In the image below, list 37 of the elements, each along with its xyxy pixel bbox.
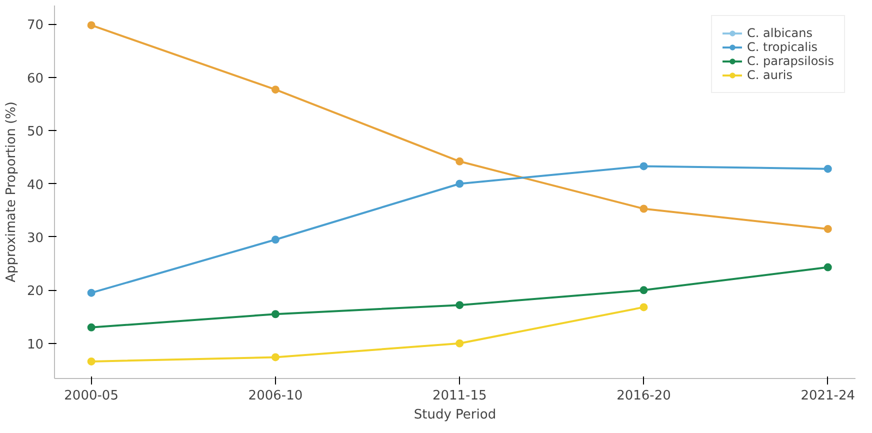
point [456, 180, 464, 188]
point [271, 86, 280, 94]
y-tick-label: 70 [26, 18, 44, 34]
point [87, 21, 96, 30]
x-axis-title: Study Period [414, 408, 496, 422]
legend-label: C. tropicalis [747, 40, 818, 54]
point [640, 286, 648, 294]
y-tick-label: 40 [26, 178, 44, 193]
x-tick-label: 2006-10 [248, 388, 303, 404]
y-tick-label: 10 [26, 337, 44, 352]
point [456, 301, 464, 310]
point [87, 323, 96, 332]
point [456, 339, 464, 348]
point [271, 236, 280, 244]
point [456, 157, 464, 166]
legend-label: C. parapsilosis [747, 54, 834, 68]
y-tick-label: 60 [26, 71, 44, 86]
point [640, 162, 648, 170]
legend-label: C. albicans [747, 26, 812, 40]
point [640, 303, 648, 312]
point [824, 263, 832, 272]
point [271, 310, 280, 318]
y-tick-label: 50 [26, 124, 44, 140]
legend-label: C. auris [747, 68, 793, 82]
y-axis-title: Approximate Proportion (%) [4, 102, 19, 282]
x-tick-label: 2011-15 [432, 388, 487, 404]
point [824, 224, 832, 233]
point [87, 288, 96, 297]
point [87, 357, 96, 366]
y-tick-label: 30 [26, 230, 44, 246]
x-tick-label: 2021-24 [800, 388, 856, 404]
point [271, 353, 280, 362]
y-tick-label: 20 [26, 284, 44, 300]
x-tick-label: 2000-05 [64, 388, 118, 404]
point [824, 164, 832, 173]
x-tick-label: 2016-20 [616, 388, 671, 404]
point [640, 204, 648, 213]
